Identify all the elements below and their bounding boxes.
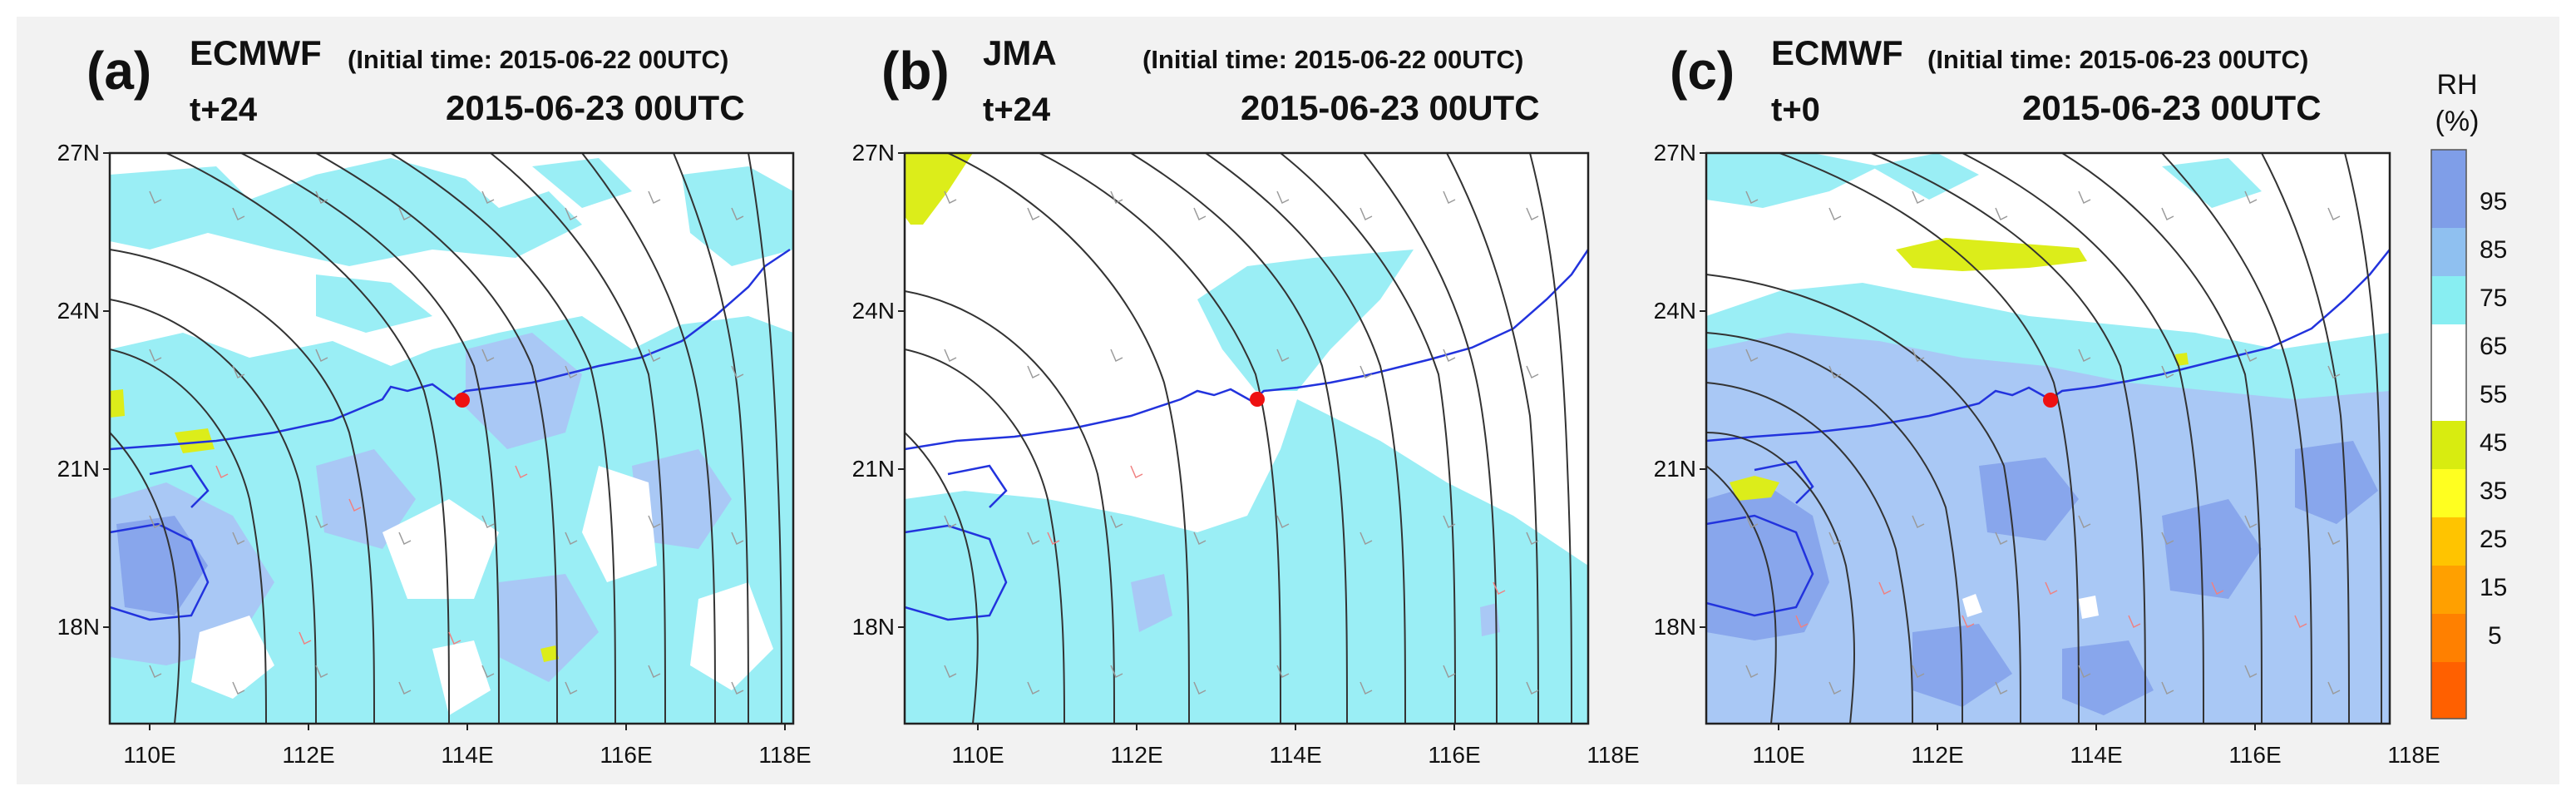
lon-label: 110E	[123, 742, 176, 768]
coastline	[110, 248, 791, 621]
lead-time: t+0	[1771, 91, 1820, 128]
model-name: ECMWF	[190, 33, 322, 72]
lat-label: 18N	[57, 614, 100, 640]
dry-patches	[1962, 594, 2099, 619]
streamlines	[110, 153, 782, 724]
streamlines	[905, 153, 1572, 724]
lon-label: 114E	[2070, 742, 2123, 768]
panel-letter: (a)	[86, 41, 152, 101]
initial-time: (Initial time: 2015-06-22 00UTC)	[348, 45, 729, 74]
panel-c-map	[1706, 153, 2390, 724]
wind-barbs-red	[1047, 465, 1506, 596]
lat-label: 24N	[851, 298, 895, 324]
location-marker	[2043, 393, 2058, 408]
lat-label: 21N	[57, 456, 100, 482]
panel-b-map	[905, 153, 1588, 724]
lead-time: t+24	[190, 91, 258, 128]
colorbar-label: 55	[2480, 381, 2508, 408]
map-frame	[108, 151, 795, 725]
lon-label: 116E	[600, 742, 653, 768]
rh-95-shading	[116, 516, 208, 616]
lon-label: 118E	[758, 742, 812, 768]
lon-label: 114E	[1269, 742, 1322, 768]
rh-85-shading	[1131, 574, 1500, 636]
lat-label: 27N	[1653, 140, 1696, 166]
lat-label: 27N	[57, 140, 100, 166]
lon-label: 116E	[1428, 742, 1481, 768]
lat-label: 18N	[851, 614, 895, 640]
location-marker	[1250, 392, 1265, 407]
lon-label: 118E	[1587, 742, 1640, 768]
lon-label: 114E	[441, 742, 494, 768]
initial-time: (Initial time: 2015-06-23 00UTC)	[1927, 45, 2309, 74]
rh-50-shading	[110, 389, 559, 662]
colorbar-label: 95	[2480, 188, 2508, 215]
streamlines	[1706, 153, 2382, 724]
lon-label: 110E	[951, 742, 1004, 768]
wind-barbs	[149, 190, 744, 695]
lon-label: 110E	[1752, 742, 1805, 768]
valid-time: 2015-06-23 00UTC	[446, 88, 745, 127]
wind-barbs-red	[1795, 581, 2307, 629]
colorbar-label: 45	[2480, 429, 2508, 457]
colorbar-label: 25	[2480, 526, 2508, 553]
axis-ticks	[103, 152, 2256, 730]
lon-label: 112E	[282, 742, 335, 768]
colorbar-title: RH	[2436, 69, 2478, 101]
rh-75-shading	[905, 250, 1588, 724]
lon-label: 112E	[1911, 742, 1964, 768]
panel-a-map	[110, 153, 793, 724]
lat-label: 27N	[851, 140, 895, 166]
panel-letter: (c)	[1670, 41, 1735, 101]
rh-50-shading	[905, 153, 973, 225]
dry-patches	[191, 466, 773, 715]
colorbar-label: 75	[2480, 284, 2508, 312]
lat-label: 24N	[57, 298, 100, 324]
model-name: JMA	[983, 33, 1057, 72]
lat-label: 24N	[1653, 298, 1696, 324]
lon-label: 116E	[2228, 742, 2282, 768]
colorbar-label: 5	[2488, 622, 2502, 650]
wind-barbs	[944, 190, 1539, 695]
colorbar-label: 35	[2480, 477, 2508, 505]
lat-label: 21N	[851, 456, 895, 482]
lon-label: 112E	[1110, 742, 1163, 768]
map-frame	[1705, 151, 2391, 725]
colorbar-unit: (%)	[2435, 106, 2480, 137]
initial-time: (Initial time: 2015-06-22 00UTC)	[1142, 45, 1524, 74]
wind-barbs	[1745, 190, 2341, 695]
location-marker	[455, 393, 470, 408]
map-frame	[903, 151, 1590, 725]
model-name: ECMWF	[1771, 33, 1903, 72]
valid-time: 2015-06-23 00UTC	[1241, 88, 1540, 127]
wind-barbs-red	[215, 465, 528, 645]
coastline	[1706, 249, 2390, 617]
colorbar	[2430, 149, 2467, 719]
lat-label: 18N	[1653, 614, 1696, 640]
colorbar-label: 65	[2480, 333, 2508, 360]
lat-label: 21N	[1653, 456, 1696, 482]
colorbar-label: 85	[2480, 236, 2508, 264]
panel-letter: (b)	[881, 41, 950, 101]
rh-50-shading	[1730, 238, 2189, 501]
coastline	[905, 249, 1588, 621]
lead-time: t+24	[983, 91, 1051, 128]
colorbar-label: 15	[2480, 574, 2508, 601]
lon-label: 118E	[2387, 742, 2440, 768]
valid-time: 2015-06-23 00UTC	[2022, 88, 2322, 127]
